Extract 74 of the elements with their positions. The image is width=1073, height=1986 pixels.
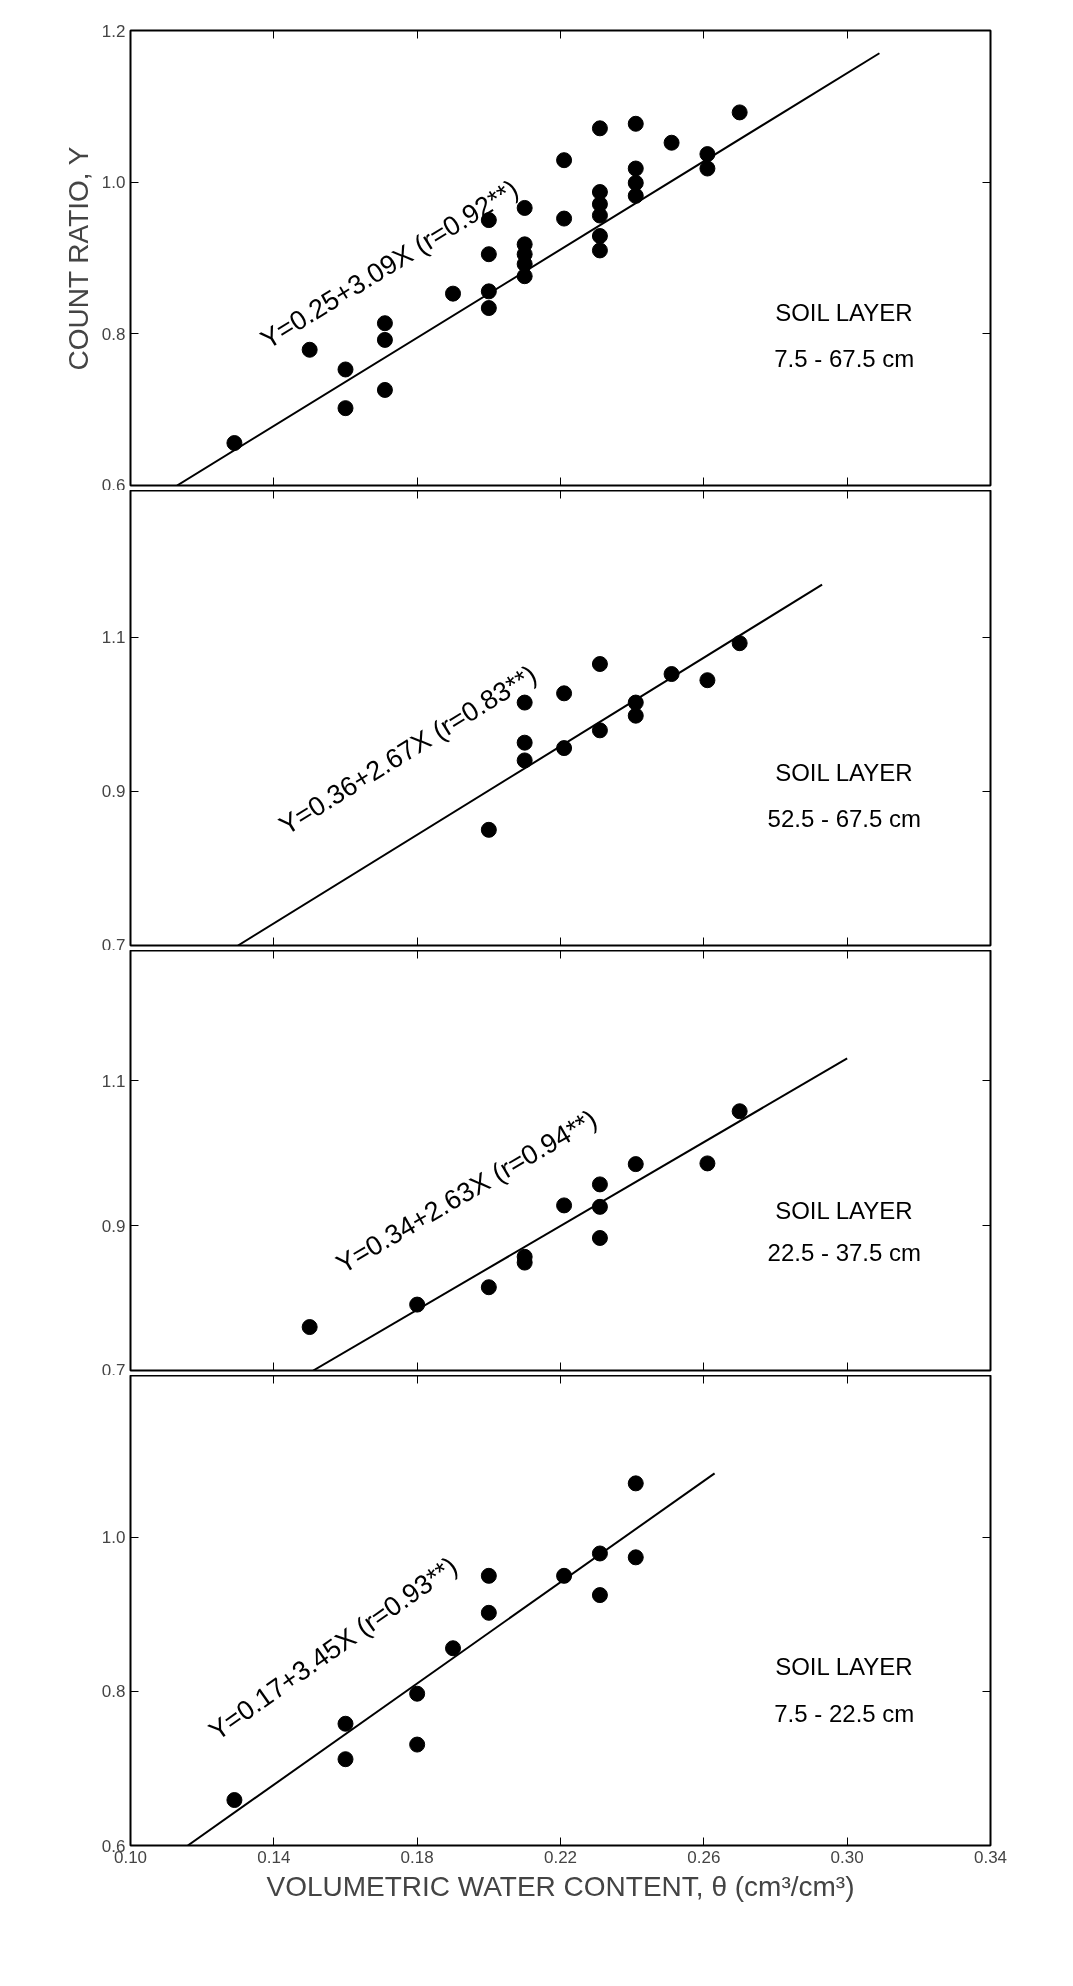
point: [591, 228, 608, 244]
point: [591, 120, 608, 137]
point: [445, 1640, 461, 1657]
annotation: SOIL LAYER: [775, 1197, 913, 1225]
y-tick-label: 1.0: [101, 173, 126, 193]
point: [699, 672, 716, 689]
point: [556, 685, 573, 702]
point: [591, 1198, 608, 1215]
y-tick-label: 0.7: [101, 935, 126, 955]
y-tick-label: 0.8: [101, 1682, 126, 1702]
y-tick-label: 0.9: [101, 1216, 126, 1236]
x-tick-label: 0.26: [687, 1847, 721, 1867]
point: [445, 285, 461, 302]
point: [556, 740, 573, 757]
point: [627, 115, 644, 132]
point: [480, 1567, 497, 1584]
annotation: 52.5 - 67.5 cm: [767, 804, 922, 832]
point: [699, 1155, 716, 1172]
point: [591, 242, 608, 259]
annotation: 7.5 - 67.5 cm: [774, 344, 915, 372]
point: [226, 1792, 243, 1809]
point: [699, 160, 716, 177]
point: [627, 160, 644, 177]
point: [376, 381, 393, 398]
point: [409, 1736, 426, 1753]
annotation: 22.5 - 37.5 cm: [767, 1239, 922, 1267]
point: [337, 361, 354, 378]
point: [627, 707, 644, 724]
point: [337, 400, 354, 417]
annotation: SOIL LAYER: [775, 1653, 913, 1681]
x-tick-label: 0.30: [830, 1847, 864, 1867]
point: [480, 1279, 497, 1296]
point: [556, 210, 573, 227]
point: [516, 752, 533, 769]
annotation: 7.5 - 22.5 cm: [774, 1700, 915, 1728]
y-tick-label: 1.1: [101, 628, 126, 648]
point: [731, 635, 748, 652]
point: [591, 656, 608, 672]
point: [627, 174, 644, 191]
point: [556, 152, 573, 169]
point: [480, 300, 497, 317]
point: [663, 134, 680, 151]
point: [480, 1604, 497, 1621]
point: [591, 207, 608, 224]
point: [591, 1230, 608, 1246]
y-tick-label: 0.8: [101, 324, 126, 344]
x-tick-label: 0.22: [543, 1847, 578, 1867]
point: [591, 1587, 608, 1604]
y-tick-label: 0.7: [101, 1360, 126, 1380]
y-tick-label: 0.6: [101, 475, 126, 495]
y-tick-label: 0.9: [101, 782, 126, 802]
point: [731, 104, 748, 121]
point: [556, 1197, 573, 1214]
point: [731, 1103, 748, 1120]
annotation: SOIL LAYER: [775, 759, 913, 787]
point: [627, 1475, 644, 1492]
point: [301, 1319, 318, 1336]
x-axis-title: VOLUMETRIC WATER CONTENT, θ (cm³/cm³): [266, 1870, 855, 1902]
point: [627, 187, 644, 204]
y-axis-title: COUNT RATIO, Y: [62, 146, 94, 371]
x-tick-label: 0.34: [973, 1847, 1008, 1867]
point: [409, 1685, 426, 1702]
y-tick-label: 1.2: [101, 21, 126, 41]
annotation: SOIL LAYER: [775, 299, 913, 327]
point: [337, 1751, 354, 1768]
x-tick-label: 0.18: [400, 1847, 434, 1867]
x-tick-label: 0.14: [257, 1847, 291, 1867]
point: [480, 821, 497, 838]
point: [627, 1156, 644, 1173]
point: [226, 435, 243, 452]
point: [627, 1549, 644, 1566]
y-tick-label: 1.0: [101, 1528, 126, 1548]
y-tick-label: 1.1: [101, 1071, 126, 1091]
point: [591, 722, 608, 739]
